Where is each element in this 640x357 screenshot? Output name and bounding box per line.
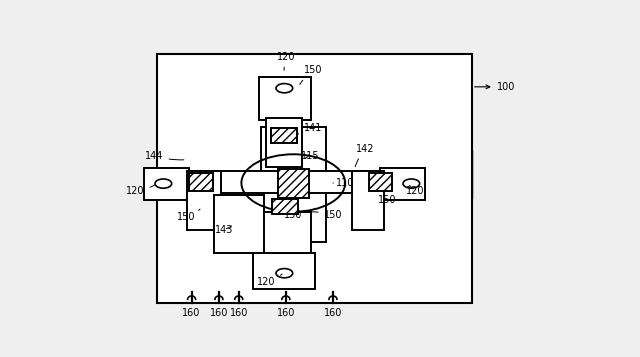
Bar (145, 168, 189, 200)
Bar (187, 171, 221, 230)
Bar (278, 169, 309, 198)
Bar (261, 212, 310, 253)
Bar (214, 195, 264, 253)
Text: 120: 120 (406, 186, 424, 196)
Bar (187, 171, 416, 193)
Text: 115: 115 (301, 151, 320, 161)
Bar (369, 173, 392, 191)
Text: 160: 160 (276, 308, 295, 318)
Text: 100: 100 (475, 82, 515, 92)
Bar (259, 77, 310, 120)
Text: 141: 141 (297, 123, 323, 135)
Text: 110: 110 (333, 178, 355, 188)
Text: 130: 130 (284, 209, 303, 220)
Text: 120: 120 (276, 51, 295, 70)
Bar (273, 199, 298, 214)
Text: 160: 160 (230, 308, 248, 318)
Bar (261, 127, 326, 242)
Bar (157, 54, 472, 303)
Text: 142: 142 (355, 144, 374, 167)
Bar (266, 119, 302, 166)
Text: 160: 160 (324, 308, 342, 318)
Bar (189, 173, 213, 191)
Text: 144: 144 (145, 151, 184, 161)
Text: 160: 160 (182, 308, 201, 318)
Bar (271, 128, 297, 143)
Text: 150: 150 (378, 191, 397, 205)
Bar (253, 253, 315, 289)
Bar (380, 168, 425, 200)
Text: 150: 150 (177, 209, 200, 222)
Text: 120: 120 (257, 274, 282, 287)
Text: 160: 160 (210, 308, 228, 318)
Text: 120: 120 (126, 185, 154, 196)
Bar (352, 171, 384, 230)
Text: 150: 150 (301, 210, 342, 220)
Text: 143: 143 (214, 225, 233, 235)
Text: 150: 150 (300, 65, 323, 85)
